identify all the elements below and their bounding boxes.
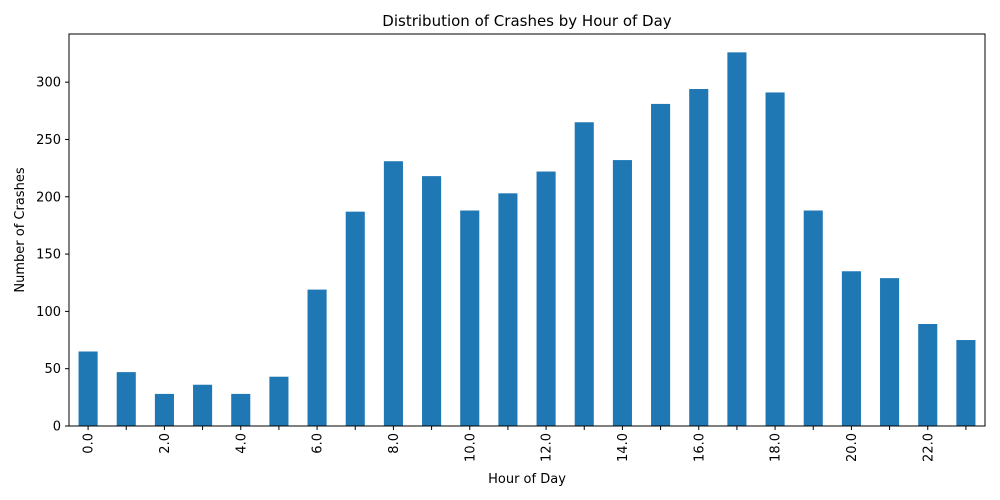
bar-hour-9.0	[422, 176, 442, 426]
bar-hour-12.0	[536, 171, 556, 426]
bar-hour-20.0	[841, 271, 861, 426]
bar-hour-18.0	[765, 92, 785, 426]
bar-hour-13.0	[574, 122, 594, 426]
bar-hour-6.0	[307, 289, 327, 426]
y-tick-label: 50	[44, 362, 61, 377]
x-tick-label: 16.0	[692, 433, 707, 462]
bars-group	[78, 52, 976, 427]
bar-hour-1.0	[116, 372, 136, 426]
bar-hour-14.0	[612, 160, 632, 426]
x-tick-label: 12.0	[540, 433, 555, 462]
x-tick-label: 14.0	[616, 433, 631, 462]
y-tick-label: 300	[36, 76, 61, 91]
x-tick-label: 10.0	[463, 433, 478, 462]
x-axis-ticks: 0.0 2.0 4.0 6.0 8.0 10.0 12.0 14.0 16.0 18.0 20.0 2…	[82, 426, 967, 462]
bar-hour-22.0	[918, 323, 938, 426]
bar-hour-19.0	[803, 210, 823, 426]
bar-hour-16.0	[689, 89, 709, 426]
bar-hour-23.0	[956, 340, 976, 426]
x-tick-label: 2.0	[158, 433, 173, 454]
y-tick-label: 200	[36, 190, 61, 205]
bar-hour-3.0	[193, 384, 213, 426]
x-tick-label: 6.0	[311, 433, 326, 454]
y-tick-label: 0	[53, 420, 61, 435]
y-tick-label: 100	[36, 305, 61, 320]
bar-hour-0.0	[78, 351, 98, 426]
bar-hour-10.0	[460, 210, 480, 426]
chart-title: Distribution of Crashes by Hour of Day	[382, 12, 672, 30]
y-tick-label: 250	[36, 133, 61, 148]
x-axis-label: Hour of Day	[488, 472, 566, 487]
bar-hour-21.0	[880, 278, 900, 426]
bar-hour-2.0	[154, 393, 174, 426]
bar-hour-17.0	[727, 52, 747, 427]
x-tick-label: 18.0	[769, 433, 784, 462]
x-tick-label: 4.0	[234, 433, 249, 454]
bar-hour-7.0	[345, 211, 365, 426]
y-axis-label: Number of Crashes	[13, 167, 28, 292]
x-tick-label: 20.0	[845, 433, 860, 462]
bar-hour-11.0	[498, 193, 518, 426]
bar-hour-5.0	[269, 376, 289, 426]
x-tick-label: 8.0	[387, 433, 402, 454]
y-tick-label: 150	[36, 248, 61, 263]
plot-frame	[68, 33, 986, 427]
bar-hour-8.0	[383, 161, 403, 426]
bar-hour-4.0	[231, 393, 251, 426]
bar-hour-15.0	[651, 103, 671, 427]
y-axis-ticks: 0 50 100 150 200 250 300	[36, 76, 69, 435]
x-tick-label: 22.0	[921, 433, 936, 462]
x-tick-label: 0.0	[82, 433, 97, 454]
